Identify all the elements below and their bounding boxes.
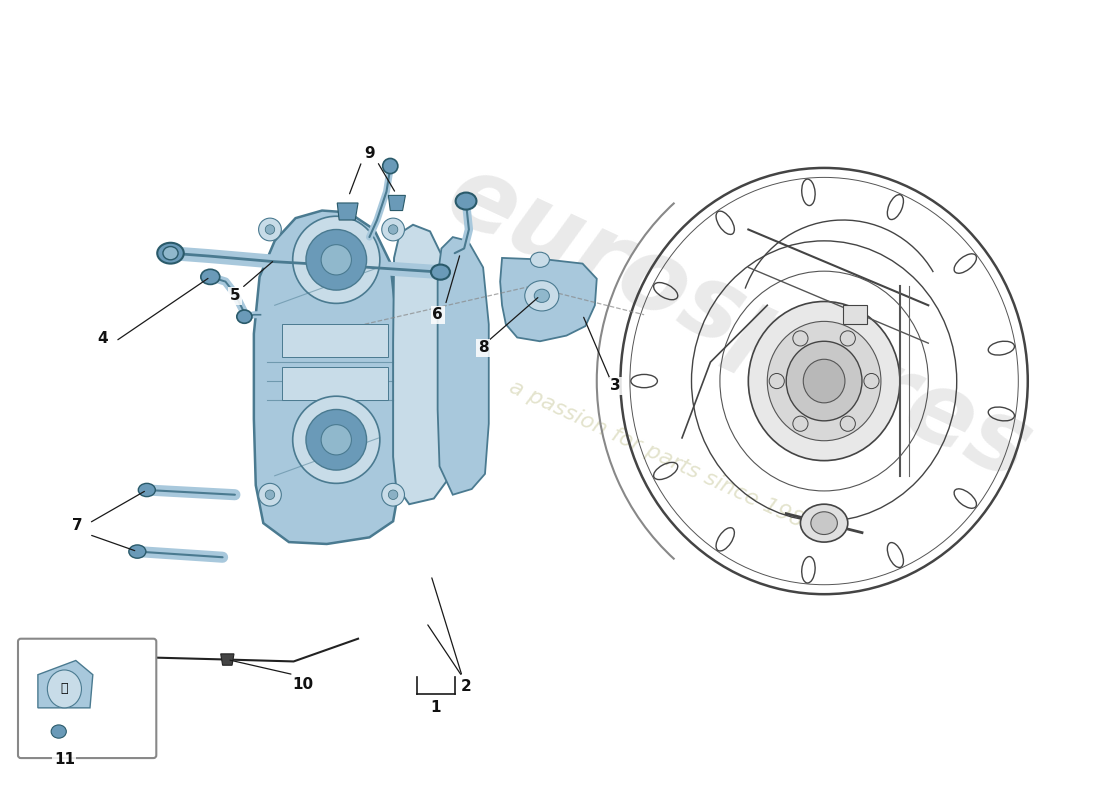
Text: 5: 5 — [230, 288, 240, 303]
Ellipse shape — [388, 490, 398, 499]
Text: 11: 11 — [54, 753, 75, 767]
Polygon shape — [254, 210, 398, 544]
Ellipse shape — [801, 504, 848, 542]
Ellipse shape — [793, 331, 808, 346]
Ellipse shape — [431, 265, 450, 280]
Text: eurospares: eurospares — [431, 146, 1046, 502]
Ellipse shape — [293, 216, 380, 303]
Polygon shape — [843, 306, 867, 324]
Polygon shape — [393, 225, 451, 504]
Ellipse shape — [321, 245, 351, 275]
Ellipse shape — [382, 218, 405, 241]
Polygon shape — [283, 367, 388, 400]
Text: 1: 1 — [430, 700, 441, 715]
Text: 9: 9 — [364, 146, 375, 162]
Ellipse shape — [306, 410, 366, 470]
Text: a passion for parts since 1985: a passion for parts since 1985 — [506, 377, 820, 537]
Ellipse shape — [811, 512, 837, 534]
Text: 6: 6 — [432, 307, 443, 322]
Polygon shape — [95, 648, 109, 663]
Text: 3: 3 — [610, 378, 621, 394]
Ellipse shape — [388, 225, 398, 234]
Ellipse shape — [793, 416, 808, 431]
Ellipse shape — [786, 342, 862, 421]
Ellipse shape — [455, 193, 476, 210]
Ellipse shape — [383, 158, 398, 174]
Ellipse shape — [864, 374, 879, 389]
Ellipse shape — [47, 670, 81, 708]
Ellipse shape — [163, 246, 178, 260]
Polygon shape — [283, 324, 388, 358]
Text: 2: 2 — [461, 678, 472, 694]
Ellipse shape — [258, 483, 282, 506]
Ellipse shape — [52, 725, 66, 738]
Polygon shape — [388, 195, 406, 210]
Ellipse shape — [382, 483, 405, 506]
Ellipse shape — [803, 359, 845, 403]
Ellipse shape — [293, 396, 380, 483]
Polygon shape — [500, 258, 597, 342]
Text: 7: 7 — [73, 518, 82, 533]
Polygon shape — [338, 203, 359, 220]
Polygon shape — [37, 661, 92, 708]
Ellipse shape — [840, 416, 856, 431]
Ellipse shape — [525, 281, 559, 311]
Ellipse shape — [265, 490, 275, 499]
FancyBboxPatch shape — [18, 638, 156, 758]
Text: 10: 10 — [293, 677, 314, 692]
Ellipse shape — [535, 289, 549, 302]
Ellipse shape — [321, 425, 351, 455]
Ellipse shape — [768, 322, 881, 441]
Ellipse shape — [769, 374, 784, 389]
Ellipse shape — [157, 242, 184, 263]
Ellipse shape — [748, 302, 900, 461]
Ellipse shape — [258, 218, 282, 241]
Ellipse shape — [139, 483, 155, 497]
Text: 🐎: 🐎 — [60, 682, 68, 695]
Polygon shape — [438, 237, 488, 494]
Ellipse shape — [201, 270, 220, 285]
Ellipse shape — [530, 252, 549, 267]
Ellipse shape — [236, 310, 252, 323]
Text: 8: 8 — [477, 341, 488, 355]
Ellipse shape — [129, 545, 146, 558]
Ellipse shape — [265, 225, 275, 234]
Text: 4: 4 — [97, 331, 108, 346]
Ellipse shape — [840, 331, 856, 346]
Polygon shape — [221, 654, 234, 666]
Ellipse shape — [306, 230, 366, 290]
